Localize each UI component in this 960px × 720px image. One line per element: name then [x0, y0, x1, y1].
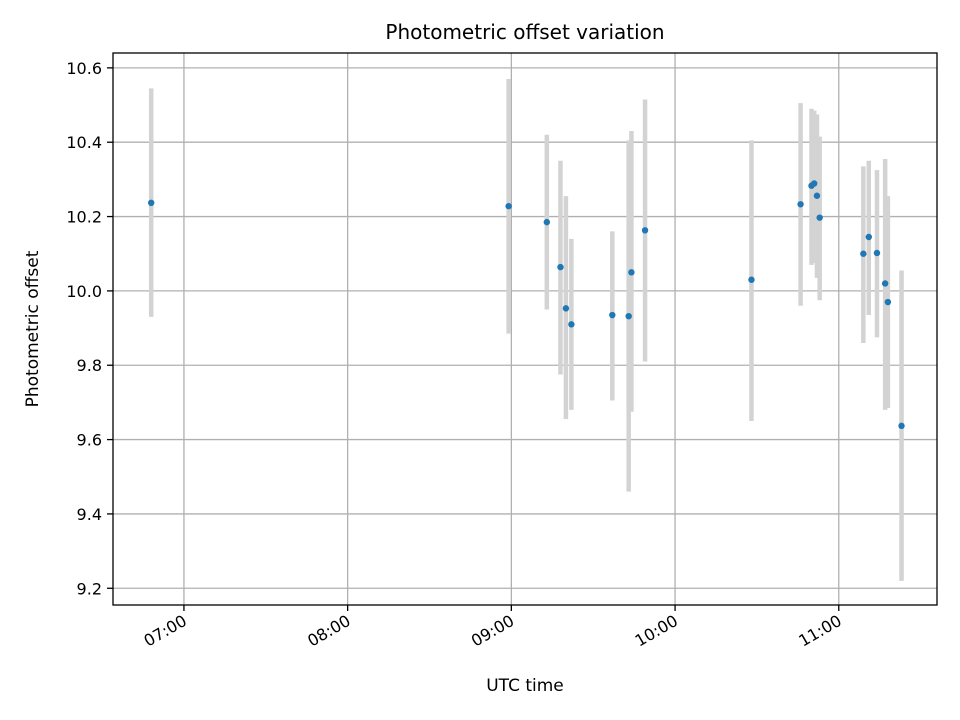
data-point	[147, 199, 155, 207]
data-point	[860, 250, 867, 257]
data-point	[898, 422, 905, 430]
chart-title: Photometric offset variation	[385, 20, 664, 44]
data-point	[562, 305, 570, 312]
data-point	[568, 321, 575, 328]
grid-lines	[113, 53, 937, 605]
data-point	[625, 312, 632, 320]
plot-frame	[112, 52, 938, 606]
data-point	[609, 311, 616, 319]
y-axis-label: Photometric offset	[23, 250, 43, 407]
y-axis-ticks: 9.2 9.4 9.6 9.8 10.0 10.2 10.4 10.6	[66, 59, 113, 598]
data-point	[628, 269, 635, 276]
data-point	[884, 298, 892, 306]
y-tick-label: 9.4	[77, 505, 102, 524]
y-tick-label: 9.2	[77, 579, 102, 598]
data-point	[865, 233, 872, 241]
y-tick-label: 10.2	[66, 208, 102, 227]
data-point	[641, 227, 649, 234]
data-point	[748, 276, 755, 283]
x-axis-label: UTC time	[486, 676, 564, 696]
data-point	[543, 218, 551, 226]
y-tick-label: 10.6	[66, 59, 102, 78]
data-point	[811, 180, 818, 187]
y-tick-label: 9.8	[77, 356, 102, 375]
y-tick-label: 10.4	[66, 133, 102, 152]
data-point	[873, 249, 881, 257]
data-point	[881, 280, 889, 287]
data-point	[505, 202, 512, 210]
data-point	[557, 263, 564, 271]
y-tick-label: 9.6	[77, 431, 102, 450]
data-points	[147, 180, 905, 430]
data-point	[797, 201, 804, 208]
y-tick-label: 10.0	[66, 282, 102, 301]
data-point	[813, 192, 821, 199]
data-point	[816, 214, 823, 221]
